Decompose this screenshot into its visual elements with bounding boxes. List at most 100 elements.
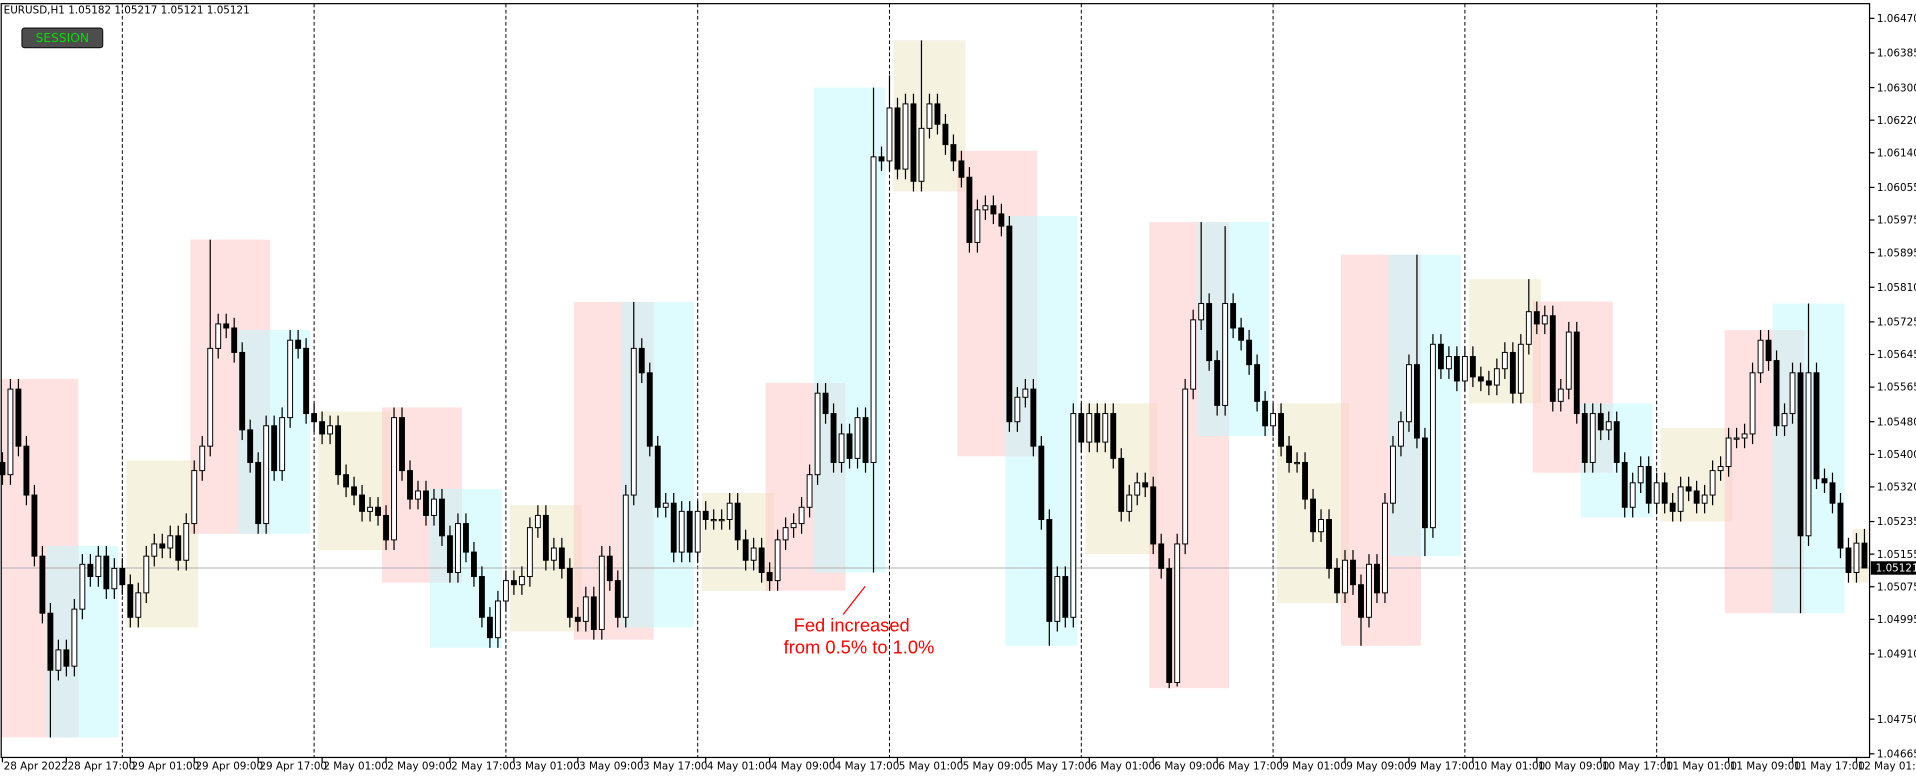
plot-frame	[0, 3, 1871, 759]
y-tick-label: 1.05235	[1877, 516, 1916, 528]
candle-body	[670, 502, 677, 553]
candle-body	[1685, 486, 1692, 492]
candle-body	[1062, 576, 1069, 618]
candle-body	[766, 571, 773, 582]
candle-body	[1214, 360, 1221, 406]
y-tick-label: 1.05320	[1877, 482, 1916, 494]
y-tick-label: 1.06055	[1877, 182, 1916, 194]
candle-body	[1222, 303, 1229, 406]
candle-body	[1765, 339, 1772, 362]
candle-body	[486, 616, 493, 639]
candle-body	[111, 567, 118, 590]
candle-body	[1206, 303, 1213, 362]
candle-body	[1350, 559, 1356, 586]
candle-body	[534, 514, 541, 529]
candle-body	[1725, 437, 1732, 468]
y-tick-label: 1.04750	[1877, 714, 1916, 726]
candle-body	[1086, 413, 1093, 443]
x-tick-label: 5 May 09:00	[963, 761, 1028, 773]
candle-body	[654, 445, 661, 508]
candle-body	[1781, 413, 1788, 427]
candle-body	[455, 523, 461, 573]
x-tick-label: 3 May 01:00	[515, 761, 580, 773]
candle-body	[1150, 486, 1157, 545]
candle-body	[1142, 482, 1149, 488]
candle-body	[862, 417, 869, 463]
candle-body	[502, 580, 509, 602]
candle-body	[463, 523, 469, 553]
candle-body	[63, 649, 70, 667]
x-tick-label: 10 May 01:00	[1474, 761, 1545, 773]
candle-body	[1605, 421, 1612, 431]
candle-body	[47, 612, 54, 671]
session-button[interactable]: SESSION	[21, 27, 104, 49]
candle-body	[1813, 372, 1820, 480]
candle-body	[1669, 502, 1676, 512]
candle-body	[1541, 315, 1548, 325]
candle-body	[1861, 542, 1868, 569]
candle-body	[590, 596, 597, 631]
candle-body	[694, 510, 701, 553]
annotation-line: from 0.5% to 1.0%	[784, 637, 935, 658]
candle-body	[439, 498, 445, 537]
x-tick-label: 3 May 09:00	[579, 761, 644, 773]
candle-body	[319, 421, 326, 435]
candle-body	[1054, 576, 1061, 622]
y-tick-label: 1.05645	[1877, 349, 1916, 361]
candle-body	[423, 490, 429, 516]
candle-body	[1270, 413, 1277, 427]
button-face[interactable]	[21, 27, 104, 49]
candle-body	[471, 551, 477, 578]
candle-body	[1733, 437, 1740, 440]
x-tick-label: 12 May 01:00	[1858, 761, 1916, 773]
button-label[interactable]: SESSION	[36, 31, 89, 45]
candle-body	[1278, 413, 1285, 447]
x-tick-label: 2 May 17:00	[451, 761, 516, 773]
candle-body	[1118, 457, 1125, 512]
axis-layer: 1.06470 1.06385 1.06300 1.06220 1.06140 1.060…	[1, 13, 1916, 773]
candle-body	[822, 392, 829, 415]
candle-body	[1469, 356, 1476, 378]
candle-body	[774, 539, 781, 582]
candle-body	[183, 523, 190, 561]
candle-body	[710, 519, 717, 522]
x-tick-label: 6 May 01:00	[1091, 761, 1156, 773]
x-tick-label: 29 Apr 09:00	[195, 761, 263, 773]
candle-body	[399, 417, 405, 472]
candle-body	[1318, 519, 1324, 533]
x-tick-label: 28 Apr 2022	[4, 761, 68, 773]
y-tick-label: 1.05975	[1877, 215, 1916, 227]
candle-body	[1573, 331, 1580, 415]
candle-body	[1797, 372, 1804, 537]
candle-body	[630, 347, 637, 496]
candle-body	[1853, 542, 1860, 573]
candle-body	[1509, 351, 1516, 394]
candle-body	[1477, 376, 1484, 382]
candle-body	[1621, 461, 1628, 508]
x-tick-label: 6 May 17:00	[1218, 761, 1283, 773]
candle-body	[1757, 339, 1764, 374]
candle-body	[95, 555, 102, 578]
candle-body	[1134, 482, 1141, 496]
candle-body	[830, 413, 837, 463]
candle-body	[1182, 388, 1189, 545]
candle-body	[1845, 547, 1852, 573]
candle-body	[1006, 225, 1013, 423]
y-tick-label: 1.04910	[1877, 649, 1916, 661]
candle-body	[1821, 478, 1828, 484]
candle-body	[478, 576, 485, 618]
annotation-line: Fed increased	[794, 615, 910, 636]
candle-body	[926, 103, 933, 129]
y-tick-label: 1.05075	[1877, 581, 1916, 593]
y-tick-label: 1.06300	[1877, 82, 1916, 94]
candle-body	[998, 213, 1005, 227]
candle-body	[1485, 380, 1492, 386]
candle-body	[742, 539, 749, 561]
y-tick-label: 1.06140	[1877, 147, 1916, 159]
candle-body	[606, 555, 613, 582]
y-tick-label: 1.06470	[1877, 13, 1916, 25]
candle-body	[223, 323, 230, 329]
candle-body	[662, 502, 669, 508]
candle-body	[806, 474, 813, 508]
